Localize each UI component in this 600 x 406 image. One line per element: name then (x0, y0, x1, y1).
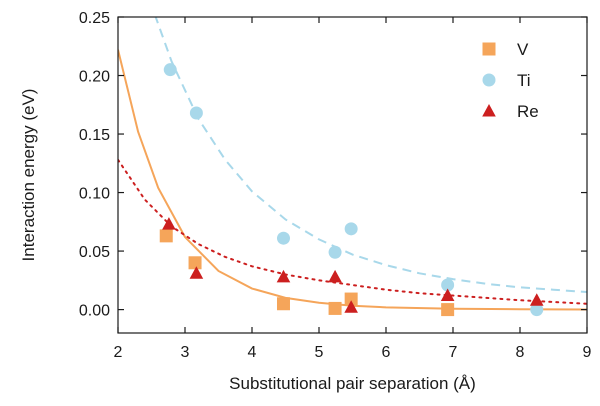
x-tick-label: 2 (114, 344, 123, 361)
y-tick-label: 0.25 (79, 10, 110, 27)
y-tick-label: 0.05 (79, 244, 110, 261)
data-point-v (344, 292, 358, 306)
x-tick-label: 6 (382, 344, 391, 361)
legend-label-re: Re (517, 102, 539, 121)
y-tick-label: 0.20 (79, 69, 110, 86)
legend-item-v: V (482, 40, 529, 59)
data-point-ti (189, 106, 203, 120)
x-tick-label: 7 (449, 344, 458, 361)
fit-curve-ti (154, 17, 587, 294)
data-point-re (529, 293, 544, 306)
legend-marker-v (482, 42, 496, 56)
y-tick-label: 0.00 (79, 303, 110, 320)
data-point-re (440, 288, 455, 302)
data-point-re (189, 266, 204, 279)
x-tick-label: 8 (516, 344, 525, 361)
axes: 2 3 4 5 6 7 8 9 0.00 0.05 0.10 0.15 0.20 0.25 (79, 10, 592, 361)
y-tick-label: 0.15 (79, 127, 110, 144)
y-axis-title: Interaction energy (eV) (19, 89, 38, 262)
legend-label-ti: Ti (517, 71, 531, 90)
data-point-ti (276, 231, 290, 245)
x-tick-label: 9 (583, 344, 592, 361)
x-tick-label: 5 (315, 344, 324, 361)
data-point-ti (530, 303, 544, 317)
data-point-v (276, 297, 290, 311)
data-point-ti (328, 245, 342, 259)
plot-frame (117, 16, 588, 334)
data-point-v (328, 301, 342, 315)
legend-label-v: V (517, 40, 529, 59)
x-tick-label: 3 (181, 344, 190, 361)
x-tick-label: 4 (248, 344, 257, 361)
legend-item-ti: Ti (482, 71, 531, 90)
data-point-v (159, 229, 173, 243)
data-point-re (344, 300, 358, 313)
data-point-ti (441, 278, 455, 292)
data-point-ti (344, 222, 358, 236)
data-point-v (441, 303, 455, 317)
legend: V Ti Re (482, 40, 539, 121)
fit-curve-re (118, 158, 587, 305)
legend-item-re: Re (482, 102, 539, 121)
data-point-re (276, 269, 291, 283)
data-point-ti (163, 63, 177, 77)
data-points (159, 63, 544, 317)
data-point-v (188, 256, 202, 270)
y-tick-label: 0.10 (79, 186, 110, 203)
data-point-re (328, 269, 342, 283)
data-point-re (162, 217, 176, 230)
legend-marker-re (482, 104, 496, 117)
legend-marker-ti (482, 73, 496, 87)
x-axis-title: Substitutional pair separation (Å) (229, 374, 476, 393)
